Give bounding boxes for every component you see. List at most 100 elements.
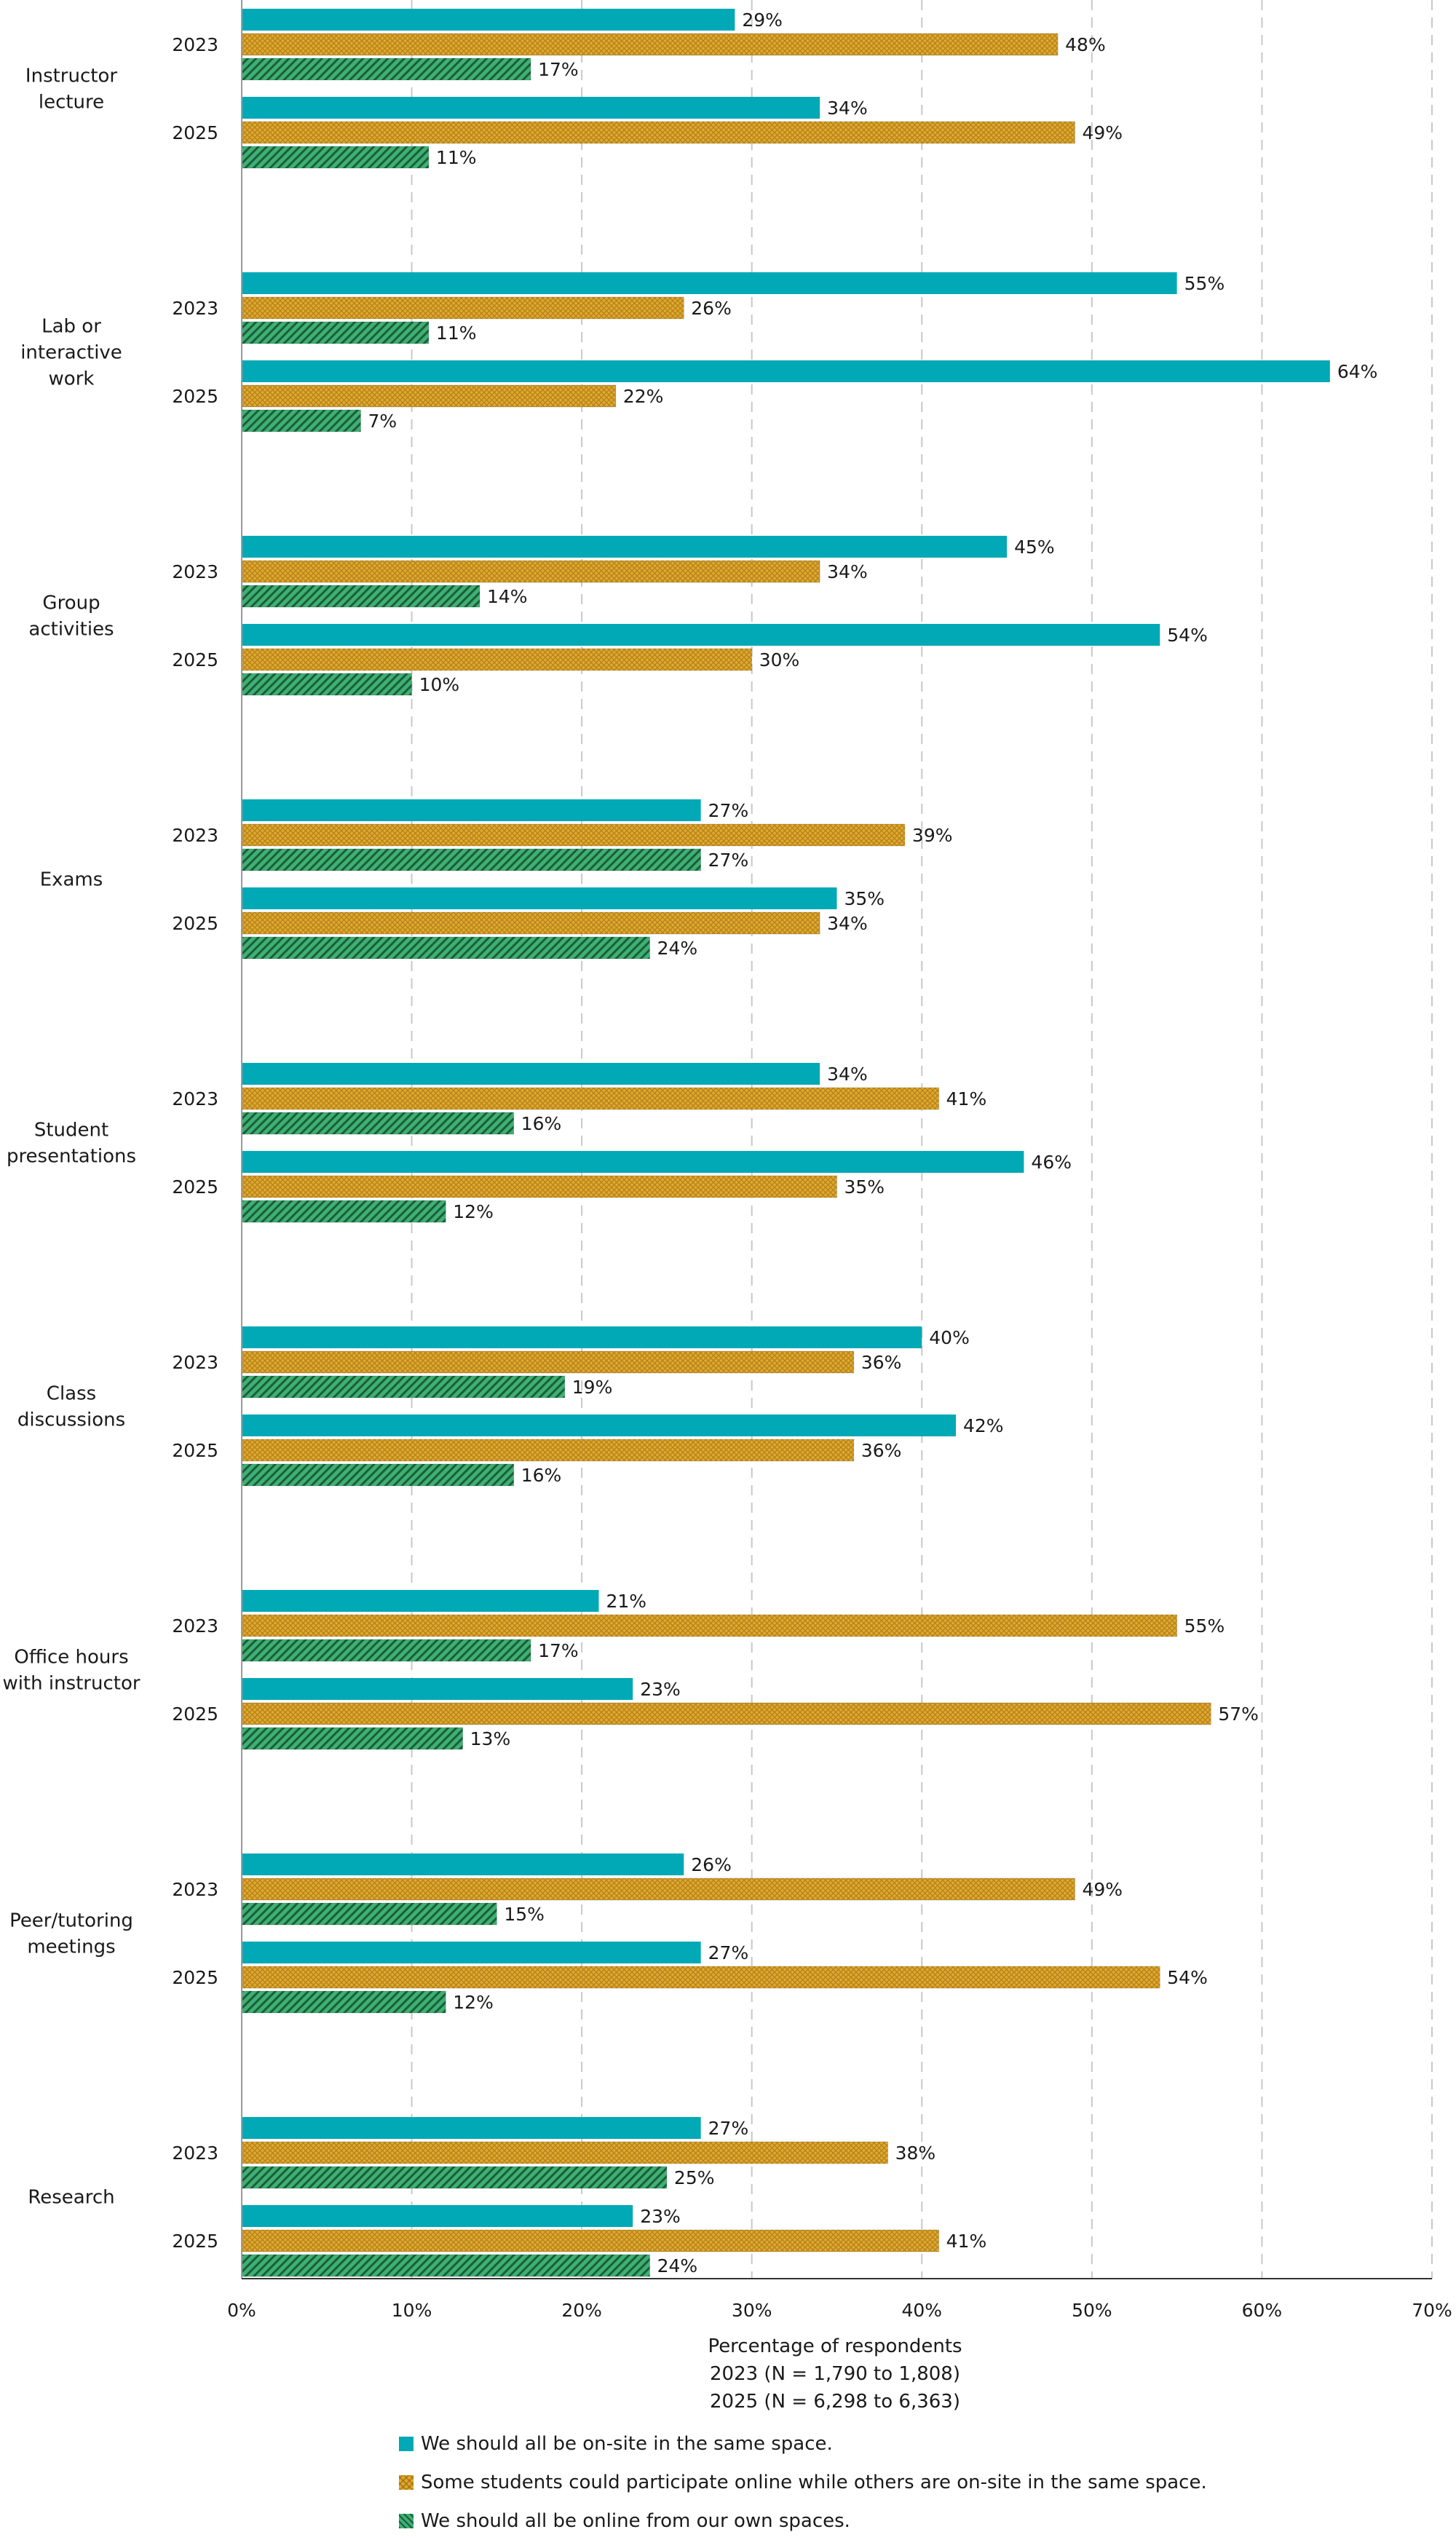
grid-lines: [411, 0, 1433, 2279]
data-label: 19%: [572, 1377, 613, 1398]
data-label: 36%: [861, 1440, 902, 1461]
data-label: 16%: [521, 1113, 562, 1134]
data-label: 27%: [708, 850, 749, 871]
year-label: 2023: [172, 298, 218, 319]
x-tick-label: 40%: [901, 2300, 942, 2321]
legend-item-hybrid: Some students could participate online w…: [399, 2463, 1207, 2501]
data-label: 35%: [844, 888, 885, 909]
bar-onsite: [242, 536, 1008, 558]
year-label: 2023: [172, 1088, 218, 1109]
bar-onsite: [242, 2205, 633, 2227]
data-label: 17%: [538, 59, 579, 80]
data-label: 27%: [708, 2118, 749, 2139]
data-label: 54%: [1167, 1967, 1208, 1988]
category-label: Peer/tutoring: [9, 1910, 133, 1932]
data-label: 23%: [640, 2206, 681, 2227]
bar-online: [241, 673, 413, 696]
data-label: 27%: [708, 800, 749, 821]
category-label: activities: [28, 619, 114, 641]
data-label: 11%: [436, 147, 477, 168]
data-label: 29%: [742, 9, 783, 31]
data-label: 11%: [436, 323, 477, 344]
data-label: 39%: [912, 825, 953, 846]
bar-onsite: [242, 1590, 599, 1612]
x-tick-label: 50%: [1072, 2300, 1112, 2321]
legend-swatch-hybrid: [399, 2474, 414, 2490]
bar-hybrid: [241, 648, 753, 671]
x-tick-label: 0%: [227, 2300, 256, 2321]
x-tick-label: 30%: [732, 2300, 772, 2321]
category-label: lecture: [39, 92, 104, 114]
x-tick-label: 70%: [1412, 2300, 1452, 2321]
data-label: 7%: [368, 411, 397, 432]
bar-onsite: [242, 272, 1177, 294]
category-label: meetings: [27, 1936, 115, 1958]
category-label: Group: [42, 593, 100, 614]
bar-onsite: [242, 1326, 922, 1348]
bar-hybrid: [241, 384, 617, 408]
x-tick-label: 60%: [1242, 2300, 1283, 2321]
bar-online: [241, 2166, 668, 2189]
data-label: 23%: [640, 1679, 681, 1700]
bar-onsite: [242, 360, 1330, 382]
bar-hybrid: [241, 2141, 889, 2164]
data-label: 57%: [1218, 1704, 1259, 1725]
bar-online: [241, 1463, 515, 1487]
bar-hybrid: [241, 1878, 1075, 1901]
data-label: 14%: [487, 586, 528, 607]
year-label: 2023: [172, 1615, 218, 1637]
category-label: Office hours: [14, 1647, 128, 1669]
legend-swatch-onsite: [399, 2436, 414, 2451]
year-label: 2025: [172, 122, 218, 143]
bar-hybrid: [241, 560, 820, 583]
bar-onsite: [242, 1853, 684, 1875]
category-label: presentations: [7, 1146, 136, 1168]
category-label: Exams: [40, 869, 103, 891]
data-label: 55%: [1184, 273, 1225, 294]
data-label: 41%: [946, 2231, 987, 2252]
data-label: 35%: [844, 1176, 885, 1198]
legend-item-online: We should all be online from our own spa…: [399, 2501, 1207, 2540]
category-label: interactive: [20, 342, 122, 364]
bar-onsite: [242, 799, 701, 821]
year-label: 2023: [172, 2143, 218, 2164]
data-label: 25%: [674, 2167, 715, 2188]
data-label: 12%: [453, 1201, 494, 1222]
data-label: 49%: [1083, 122, 1123, 143]
year-label: 2023: [172, 1879, 218, 1900]
category-label: work: [49, 368, 95, 390]
x-axis-title: 2025 (N = 6,298 to 6,363): [710, 2391, 960, 2413]
data-label: 48%: [1065, 34, 1106, 55]
year-label: 2025: [172, 913, 218, 934]
bar-online: [241, 1902, 497, 1926]
bar-hybrid: [241, 911, 820, 935]
legend-label-hybrid: Some students could participate online w…: [421, 2471, 1207, 2493]
bar-hybrid: [241, 1087, 940, 1110]
data-label: 49%: [1083, 1879, 1123, 1900]
bar-hybrid: [241, 2229, 940, 2252]
x-axis: 0% 10% 20% 30% 40% 50% 60% 70% Percentage of res…: [227, 0, 1452, 2413]
bar-hybrid: [241, 823, 906, 847]
data-label: 38%: [895, 2143, 936, 2164]
labels: 29% 48% 17% 2023 34% 49% 11% 2025 Instructor lect…: [2, 9, 1377, 2276]
data-label: 17%: [538, 1640, 579, 1661]
bar-onsite: [242, 1063, 820, 1085]
bar-hybrid: [241, 121, 1075, 144]
year-label: 2023: [172, 825, 218, 846]
category-label: Class: [47, 1383, 96, 1405]
category-label: with instructor: [2, 1673, 140, 1695]
legend-label-online: We should all be online from our own spa…: [421, 2509, 850, 2532]
bar-online: [241, 1990, 446, 2014]
bar-onsite: [242, 2117, 701, 2139]
data-label: 55%: [1184, 1615, 1225, 1637]
bar-hybrid: [241, 296, 684, 320]
bar-online: [241, 146, 430, 169]
legend-swatch-online: [399, 2513, 414, 2528]
bar-onsite: [242, 1415, 956, 1436]
bar-onsite: [242, 887, 837, 909]
year-label: 2025: [172, 2231, 218, 2252]
bar-online: [241, 848, 702, 871]
year-label: 2025: [172, 1704, 218, 1725]
data-label: 22%: [623, 386, 664, 407]
data-label: 13%: [470, 1728, 511, 1749]
